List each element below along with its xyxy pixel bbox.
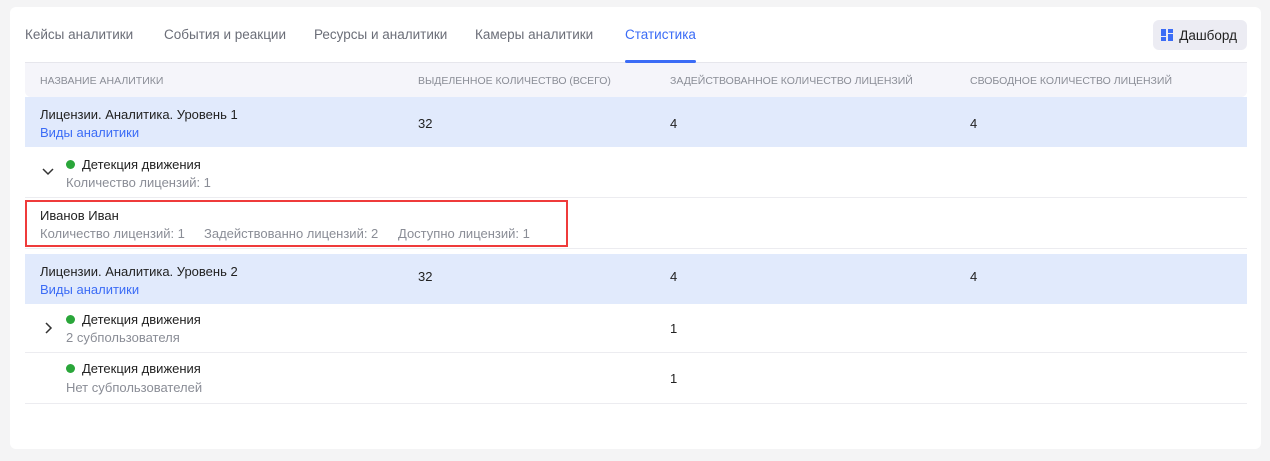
analytics-name-text: Детекция движения	[82, 157, 201, 172]
analytics-types-link[interactable]: Виды аналитики	[40, 282, 140, 297]
group-title: Лицензии. Аналитика. Уровень 2	[40, 264, 238, 279]
analytics-types-link[interactable]: Виды аналитики	[40, 125, 140, 140]
col-used: Задействованное количество лицензий	[670, 75, 913, 87]
status-dot-icon	[66, 160, 75, 169]
highlight-box	[25, 200, 568, 247]
col-allocated: Выделенное количество (всего)	[418, 75, 611, 87]
tab-cameras[interactable]: Камеры аналитики	[475, 27, 594, 42]
used-value: 1	[670, 321, 678, 336]
analytics-row[interactable]: Детекция движения Количество лицензий: 1	[25, 147, 1247, 198]
col-name: Название аналитики	[40, 75, 164, 87]
statistics-card: Кейсы аналитики События и реакции Ресурс…	[10, 7, 1261, 449]
analytics-name: Детекция движения	[66, 157, 201, 172]
tab-cases[interactable]: Кейсы аналитики	[25, 27, 134, 42]
used-value: 4	[670, 116, 678, 131]
user-name: Иванов Иван	[40, 208, 119, 223]
user-available: Доступно лицензий: 1	[398, 226, 530, 241]
group-row: Лицензии. Аналитика. Уровень 1 Виды анал…	[25, 97, 1247, 147]
analytics-sub: Количество лицензий: 1	[66, 175, 211, 190]
tab-statistics[interactable]: Статистика	[625, 27, 696, 63]
allocated-value: 32	[418, 116, 433, 131]
analytics-sub: 2 субпользователя	[66, 330, 180, 345]
used-value: 1	[670, 371, 678, 386]
col-free: Свободное количество лицензий	[970, 75, 1172, 87]
analytics-row[interactable]: Детекция движения 2 субпользователя 1	[25, 304, 1247, 353]
chevron-right-icon[interactable]	[41, 321, 55, 335]
analytics-name-text: Детекция движения	[82, 312, 201, 327]
analytics-sub: Нет субпользователей	[66, 380, 203, 395]
analytics-name: Детекция движения	[66, 361, 201, 376]
analytics-row: Детекция движения Нет субпользователей 1	[25, 353, 1247, 404]
analytics-name-text: Детекция движения	[82, 361, 201, 376]
tab-bar: Кейсы аналитики События и реакции Ресурс…	[25, 7, 1247, 63]
dashboard-icon	[1161, 29, 1174, 41]
group-title: Лицензии. Аналитика. Уровень 1	[40, 107, 238, 122]
table-header: Название аналитики Выделенное количество…	[25, 63, 1247, 97]
allocated-value: 32	[418, 269, 433, 284]
used-value: 4	[670, 269, 678, 284]
status-dot-icon	[66, 315, 75, 324]
free-value: 4	[970, 269, 978, 284]
subuser-row: Иванов Иван Количество лицензий: 1 Задей…	[25, 198, 1247, 249]
user-licenses: Количество лицензий: 1	[40, 226, 185, 241]
dashboard-button[interactable]: Дашборд	[1153, 20, 1247, 50]
tab-events[interactable]: События и реакции	[164, 27, 287, 42]
tab-resources[interactable]: Ресурсы и аналитики	[314, 27, 448, 42]
user-used: Задействованно лицензий: 2	[204, 226, 379, 241]
analytics-name: Детекция движения	[66, 312, 201, 327]
status-dot-icon	[66, 364, 75, 373]
chevron-down-icon[interactable]	[41, 164, 55, 178]
group-row: Лицензии. Аналитика. Уровень 2 Виды анал…	[25, 254, 1247, 304]
dashboard-label: Дашборд	[1179, 27, 1237, 43]
free-value: 4	[970, 116, 978, 131]
license-table: Название аналитики Выделенное количество…	[25, 63, 1247, 404]
